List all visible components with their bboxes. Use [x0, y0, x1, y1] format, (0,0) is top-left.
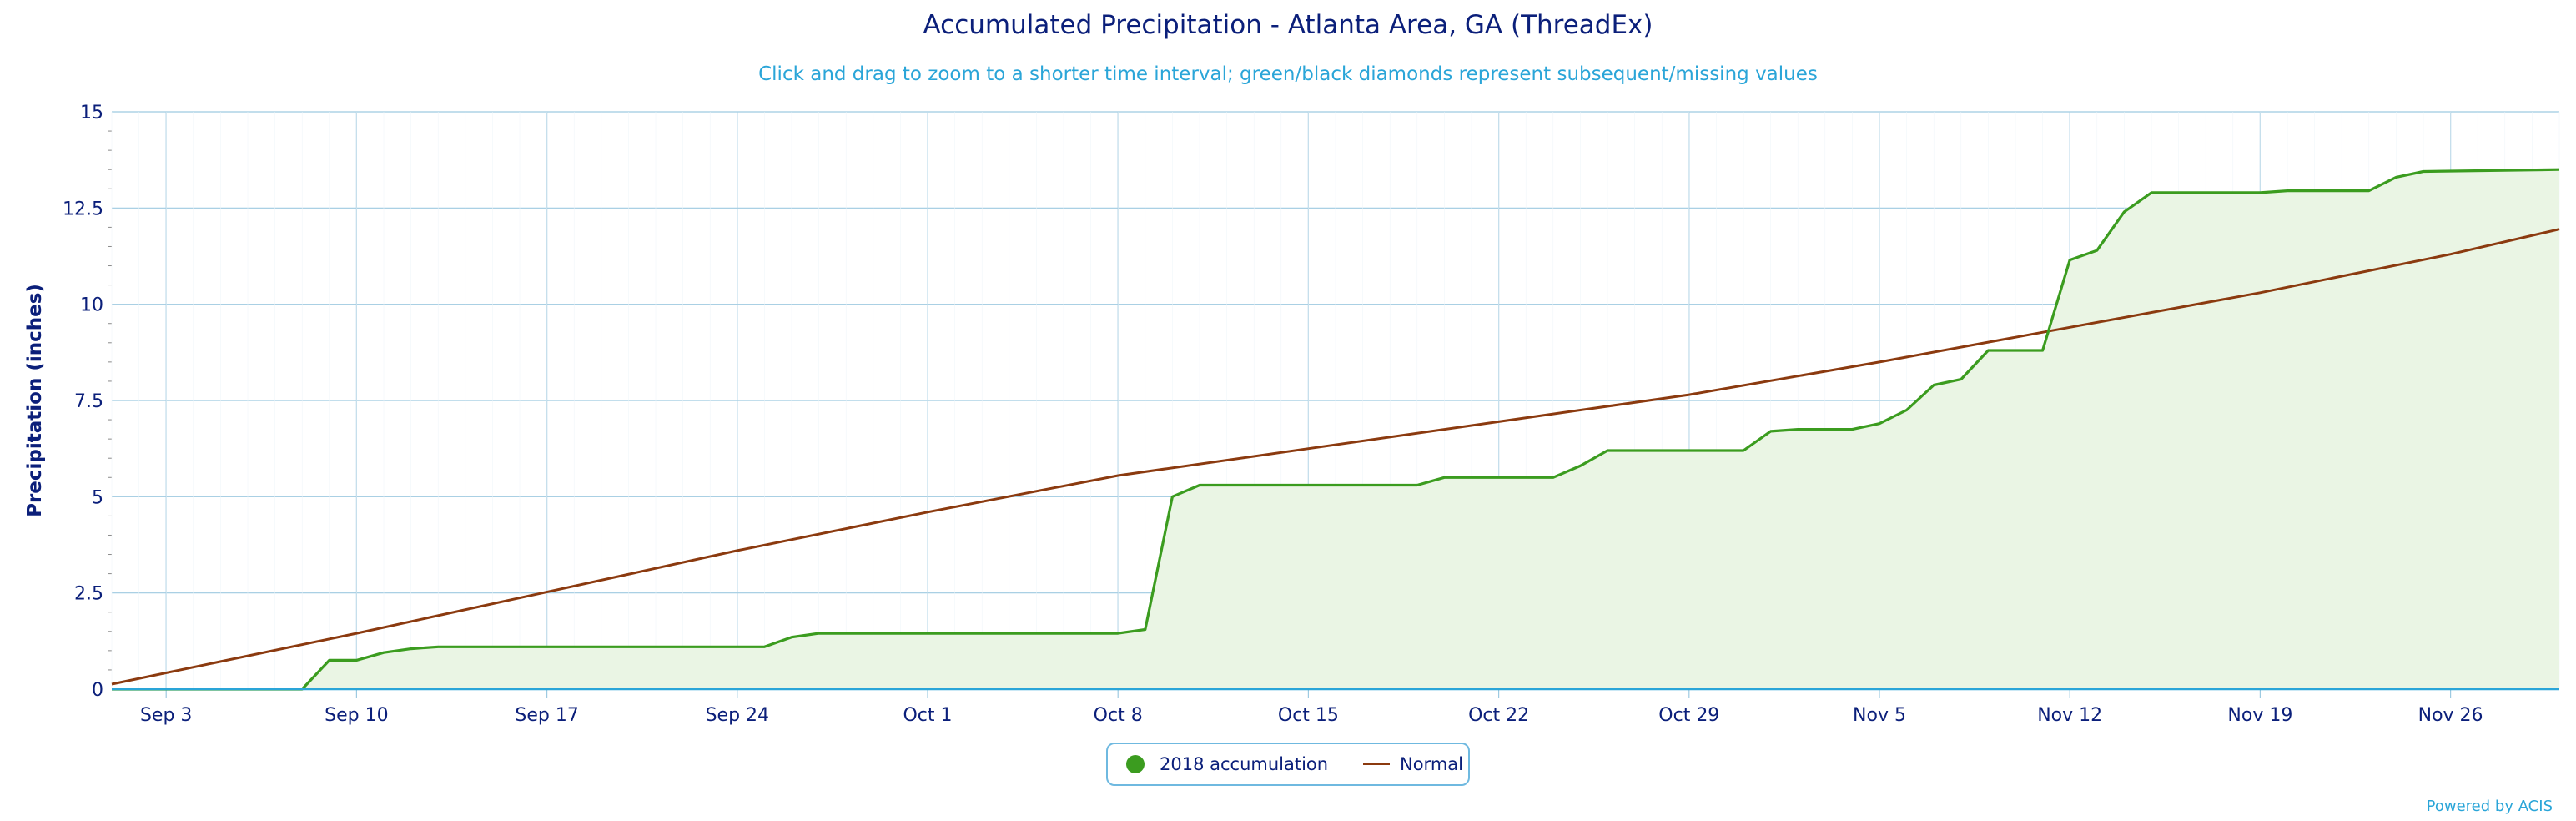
x-tick-label: Oct 22: [1468, 705, 1529, 726]
x-tick-label: Oct 1: [903, 705, 952, 726]
chart-legend: 2018 accumulation Normal: [1106, 743, 1470, 786]
y-tick-label: 10: [80, 295, 103, 316]
y-tick-label: 15: [80, 103, 103, 123]
legend-label: 2018 accumulation: [1160, 754, 1329, 774]
x-tick-label: Sep 3: [140, 705, 192, 726]
y-tick-label: 2.5: [74, 584, 103, 605]
powered-by-credit[interactable]: Powered by ACIS: [2426, 798, 2553, 815]
x-tick-label: Sep 24: [706, 705, 769, 726]
x-tick-label: Nov 12: [2037, 705, 2102, 726]
y-tick-label: 5: [92, 487, 103, 508]
accumulation-line: [112, 168, 2560, 691]
chart-title: Accumulated Precipitation - Atlanta Area…: [923, 10, 1653, 40]
y-tick-label: 12.5: [63, 199, 103, 219]
y-tick-label: 7.5: [74, 391, 103, 412]
x-tick-label: Nov 5: [1853, 705, 1906, 726]
y-tick-label: 0: [92, 680, 103, 701]
x-tick-label: Sep 10: [325, 705, 388, 726]
x-tick-label: Sep 17: [515, 705, 578, 726]
legend-normal-line-icon: [1363, 763, 1390, 765]
x-tick-label: Oct 15: [1278, 705, 1339, 726]
chart-subtitle: Click and drag to zoom to a shorter time…: [758, 63, 1818, 85]
legend-label: Normal: [1400, 754, 1463, 774]
x-tick-label: Nov 26: [2418, 705, 2483, 726]
normal-line: [111, 228, 2560, 686]
x-tick-label: Oct 29: [1658, 705, 1719, 726]
legend-accumulation-dot-icon: [1126, 755, 1145, 773]
y-axis-title: Precipitation (inches): [24, 284, 46, 517]
x-tick-label: Nov 19: [2227, 705, 2292, 726]
legend-item-normal[interactable]: Normal: [1363, 744, 1463, 784]
x-tick-label: Oct 8: [1094, 705, 1143, 726]
legend-item-accumulation[interactable]: 2018 accumulation: [1126, 744, 1328, 784]
accumulation-area: [112, 169, 2559, 689]
